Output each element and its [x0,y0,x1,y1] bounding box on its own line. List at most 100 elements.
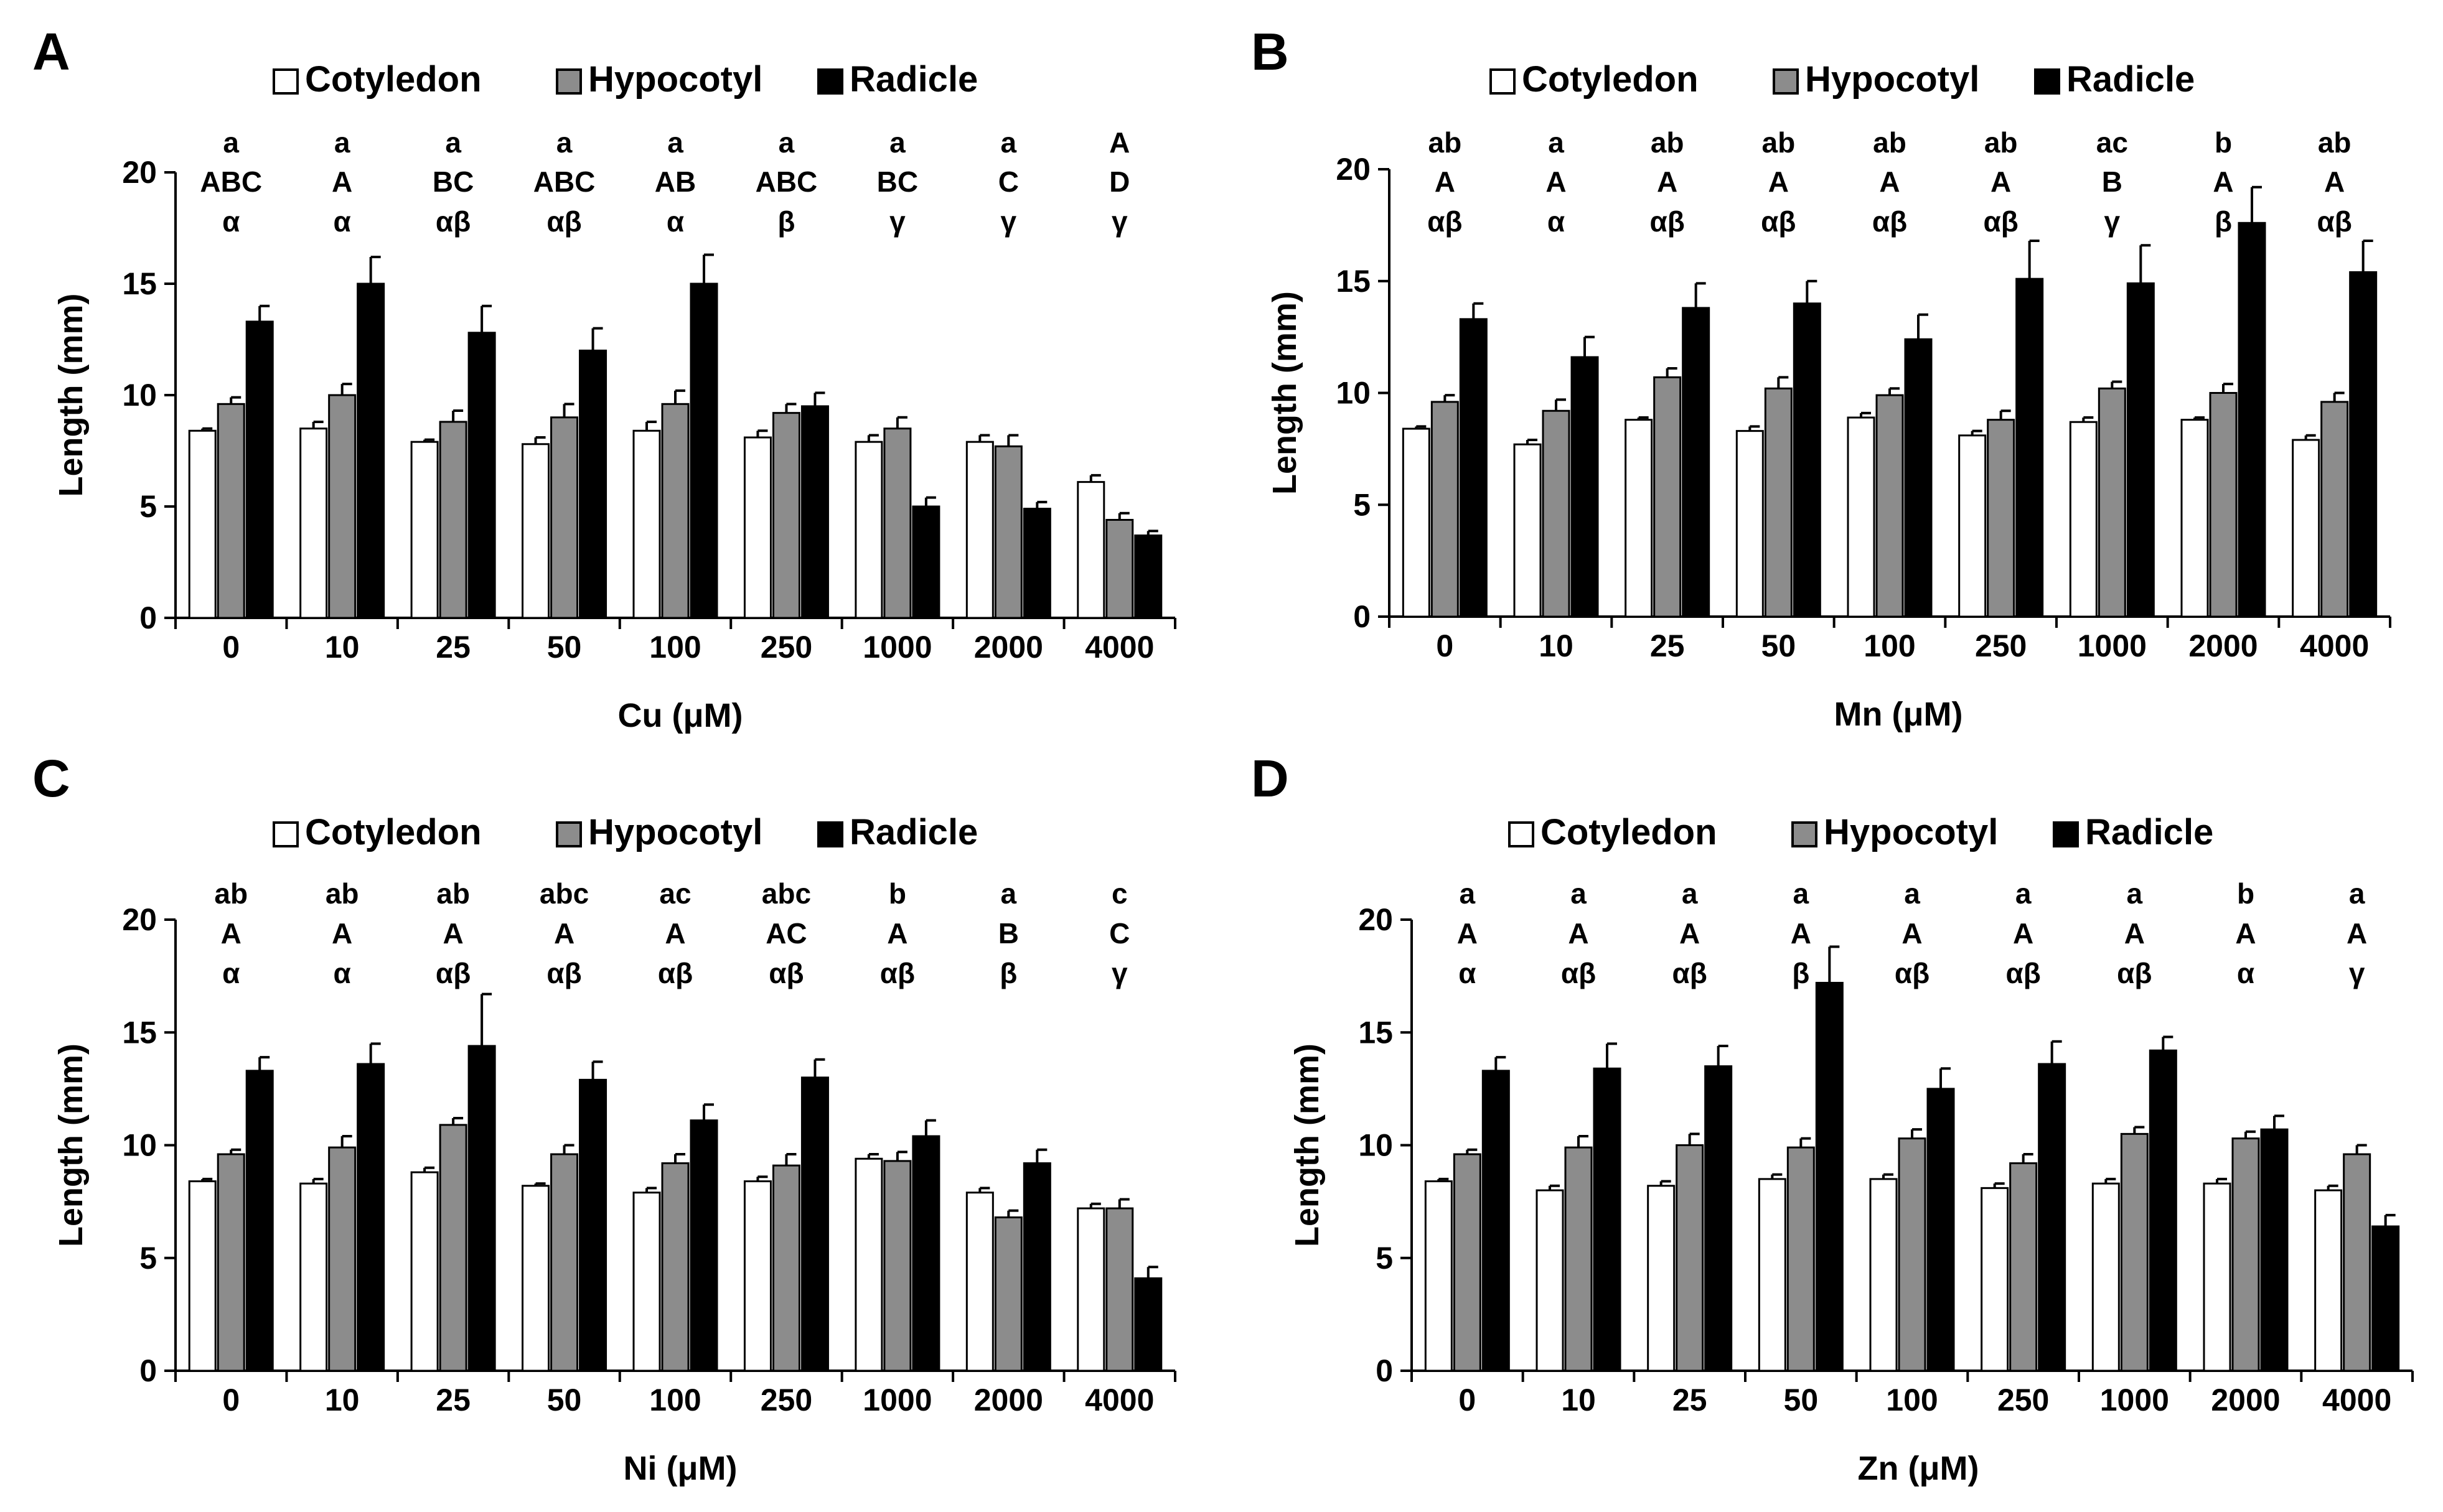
significance-label: a [2127,877,2143,910]
significance-label: a [334,126,350,159]
legend: Cotyledon Hypocotyl Radicle [1508,812,2213,852]
significance-label: αβ [546,957,581,989]
x-tick-label: 100 [1864,628,1915,663]
significance-label: β [2215,205,2232,238]
y-axis-title: Length (mm) [1266,291,1303,495]
x-tick-label: 100 [1886,1383,1938,1417]
significance-label: a [1460,877,1476,910]
legend-swatch [2034,68,2060,95]
significance-label: A [2124,917,2145,950]
significance-label: AC [766,917,807,950]
bar-radicle [1793,302,1821,618]
bar-cotyledon [1513,443,1542,618]
bar-radicle [1570,356,1599,618]
significance-label: A [1109,126,1130,159]
significance-label: ABC [533,166,596,198]
significance-label: β [1792,957,1809,989]
significance-label: β [1000,957,1017,989]
significance-label: ab [436,877,470,910]
significance-label: A [332,917,352,950]
bar-hypocotyl [2209,392,2238,618]
bar-hypocotyl [1430,401,1459,618]
bar-hypocotyl [994,1216,1023,1372]
bar-hypocotyl [328,1146,357,1372]
significance-label: a [667,126,683,159]
x-tick-label: 0 [222,1383,240,1417]
y-tick-label: 15 [1358,1015,1393,1050]
significance-label: a [889,126,906,159]
legend-label: Radicle [850,812,978,852]
legend-label: Radicle [850,59,978,100]
significance-label: αβ [1895,957,1930,989]
bar-hypocotyl [439,1124,467,1372]
legend: Cotyledon Hypocotyl Radicle [273,812,978,852]
y-tick-label: 20 [122,155,157,190]
y-tick-label: 0 [139,600,157,635]
x-tick-label: 2000 [974,630,1043,665]
bar-hypocotyl [994,445,1023,619]
y-tick-label: 5 [1376,1241,1393,1276]
bar-radicle [245,320,274,619]
legend-label: Cotyledon [305,59,482,100]
significance-label: C [1109,917,1130,950]
bar-cotyledon [299,427,328,619]
significance-label: c [1112,877,1128,910]
y-tick-label: 20 [1358,902,1393,937]
y-tick-label: 5 [139,1241,157,1276]
significance-label: a [223,126,239,159]
significance-label: B [2102,166,2122,198]
significance-label: αβ [658,957,693,989]
bar-radicle [800,1076,829,1372]
legend-swatch [1489,68,1516,95]
legend-label: Hypocotyl [1824,812,1998,852]
bar-hypocotyl [217,403,245,619]
bar-radicle [912,1135,940,1372]
legend-label: Cotyledon [1522,59,1699,100]
significance-label: αβ [2117,957,2152,989]
bar-cotyledon [965,1192,994,1372]
y-tick-label: 10 [1336,376,1371,411]
legend-swatch [817,821,843,847]
bar-cotyledon [855,1157,883,1372]
significance-label: αβ [1427,205,1462,238]
x-tick-label: 50 [547,1383,582,1417]
bar-radicle [690,282,718,619]
significance-label: AB [655,166,696,198]
bar-hypocotyl [2231,1137,2260,1372]
bar-hypocotyl [1453,1153,1481,1372]
chart-panel-a: A Cotyledon Hypocotyl Radicle051015200aABCα… [32,22,1176,734]
bar-cotyledon [522,1185,550,1372]
x-axis-title: Ni (μM) [624,1450,738,1487]
bar-hypocotyl [883,427,912,619]
x-tick-label: 4000 [2300,628,2369,663]
bar-hypocotyl [1105,1207,1134,1372]
significance-label: b [2215,126,2232,159]
legend-swatch [1773,68,1799,95]
significance-label: A [2213,166,2233,198]
bar-cotyledon [2314,1189,2343,1372]
bar-radicle [1704,1065,1733,1372]
significance-label: αβ [1983,205,2018,238]
significance-label: C [998,166,1019,198]
y-tick-label: 15 [122,1015,157,1050]
significance-label: A [2324,166,2345,198]
bar-hypocotyl [661,1162,690,1372]
bar-hypocotyl [1987,419,2015,618]
bar-radicle [467,1045,496,1372]
significance-label: A [221,917,241,950]
bar-cotyledon [188,429,217,619]
significance-label: A [2235,917,2256,950]
bar-cotyledon [2180,419,2209,618]
significance-label: A [1657,166,1677,198]
significance-label: A [443,917,463,950]
bar-hypocotyl [1764,387,1793,618]
bar-radicle [2371,1225,2400,1372]
x-axis-title: Zn (μM) [1858,1450,1979,1487]
x-tick-label: 25 [436,630,471,665]
bar-radicle [2015,278,2044,618]
significance-label: a [1570,877,1587,910]
bar-cotyledon [2091,1182,2120,1372]
bar-hypocotyl [550,1153,579,1372]
y-tick-label: 0 [1376,1353,1393,1388]
